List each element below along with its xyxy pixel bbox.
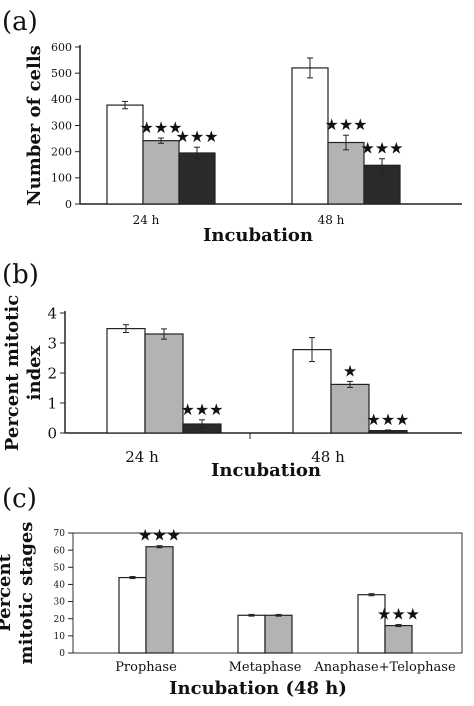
bar xyxy=(384,624,413,654)
y-tick-label: 600 xyxy=(51,41,72,54)
significance-marker: ★★★ xyxy=(366,410,409,429)
bar xyxy=(145,546,174,654)
y-tick-label: 2 xyxy=(47,364,57,382)
y-tick-label: 1 xyxy=(47,394,57,412)
x-axis-title: Incubation xyxy=(203,225,313,246)
y-tick-label: 20 xyxy=(54,615,66,625)
bar xyxy=(264,614,293,654)
y-axis-title-line: Percent mitotic xyxy=(2,295,23,451)
panel-label: (c) xyxy=(2,484,37,514)
significance-marker: ★★★ xyxy=(360,139,403,158)
bar xyxy=(237,614,266,654)
y-tick-label: 400 xyxy=(51,93,72,106)
panel-label: (a) xyxy=(2,7,38,37)
bar xyxy=(178,152,216,205)
y-tick-label: 200 xyxy=(51,146,72,159)
significance-marker: ★★★ xyxy=(180,400,223,419)
bar xyxy=(357,594,386,654)
bar xyxy=(118,576,147,654)
y-axis-title: Number of cells xyxy=(24,45,45,206)
y-axis-title: Percent mitotic index xyxy=(2,295,45,451)
y-tick-label: 0 xyxy=(47,424,57,442)
panel-label: (b) xyxy=(2,260,39,290)
y-tick-label: 30 xyxy=(54,598,66,608)
significance-marker: ★★★ xyxy=(324,115,367,134)
bar xyxy=(327,141,365,205)
y-axis-title-line: mitotic stages xyxy=(16,522,37,665)
bar xyxy=(144,333,184,434)
bar xyxy=(106,104,144,205)
x-axis-title: Incubation xyxy=(211,460,321,481)
x-category-label: 24 h xyxy=(125,448,159,466)
y-tick-label: 3 xyxy=(47,334,57,352)
y-tick-label: 10 xyxy=(54,632,66,642)
bar xyxy=(330,383,370,434)
bar xyxy=(142,140,180,205)
y-tick-label: 40 xyxy=(54,581,66,591)
significance-marker: ★★★ xyxy=(139,118,182,137)
significance-marker: ★ xyxy=(343,361,357,380)
y-tick-label: 100 xyxy=(51,172,72,185)
bar xyxy=(106,328,146,434)
bar xyxy=(292,349,332,434)
x-axis-title: Incubation (48 h) xyxy=(169,678,347,699)
y-tick-label: 70 xyxy=(54,529,66,539)
significance-marker: ★★★ xyxy=(138,526,181,545)
y-tick-label: 0 xyxy=(59,649,65,659)
y-tick-label: 4 xyxy=(47,304,57,322)
bar xyxy=(291,67,329,205)
y-axis-title-line: Percent xyxy=(0,553,15,631)
significance-marker: ★★★ xyxy=(175,127,218,146)
significance-marker: ★★★ xyxy=(377,605,420,624)
y-tick-label: 0 xyxy=(65,198,72,211)
y-axis-title: Percent mitotic stages xyxy=(0,522,37,665)
x-category-label: Metaphase xyxy=(229,660,302,675)
y-tick-label: 50 xyxy=(54,563,66,573)
y-tick-label: 300 xyxy=(51,119,72,132)
y-tick-label: 60 xyxy=(54,546,66,556)
x-category-label: 48 h xyxy=(318,213,345,227)
x-category-label: Anaphase+Telophase xyxy=(313,660,456,675)
x-category-label: 48 h xyxy=(311,448,345,466)
x-category-label: Prophase xyxy=(115,660,177,675)
x-category-label: 24 h xyxy=(133,213,160,227)
y-tick-label: 500 xyxy=(51,67,72,80)
y-axis-title-line: index xyxy=(24,345,45,400)
